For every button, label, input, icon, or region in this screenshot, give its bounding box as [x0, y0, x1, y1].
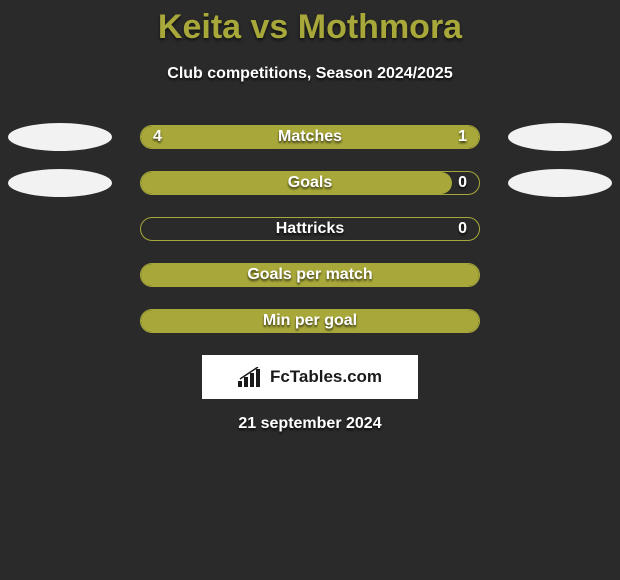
stat-bar: Hattricks 0 — [140, 217, 480, 241]
stat-row: Min per goal — [0, 309, 620, 333]
date-text: 21 september 2024 — [0, 415, 620, 433]
logo-box: FcTables.com — [202, 355, 418, 399]
stat-row: Goals 0 — [0, 171, 620, 195]
subtitle: Club competitions, Season 2024/2025 — [0, 65, 620, 83]
player-left-ellipse — [8, 123, 112, 151]
stat-label: Goals — [288, 174, 332, 192]
stat-row: Hattricks 0 — [0, 217, 620, 241]
stat-bar: Min per goal — [140, 309, 480, 333]
player-right-ellipse — [508, 123, 612, 151]
stat-left-value: 4 — [153, 128, 162, 146]
comparison-widget: Keita vs Mothmora Club competitions, Sea… — [0, 0, 620, 433]
stat-right-value: 0 — [458, 174, 467, 192]
player-left-ellipse — [8, 169, 112, 197]
player-right-ellipse — [508, 169, 612, 197]
stat-label: Matches — [278, 128, 342, 146]
bar-fill-right — [411, 126, 479, 148]
stat-row: Goals per match — [0, 263, 620, 287]
stat-label: Goals per match — [247, 266, 372, 284]
stat-bar: 4 Matches 1 — [140, 125, 480, 149]
stat-bar: Goals 0 — [140, 171, 480, 195]
stat-bar: Goals per match — [140, 263, 480, 287]
logo-text: FcTables.com — [270, 367, 382, 387]
stat-rows: 4 Matches 1 Goals 0 Hattricks 0 Goals per match… — [0, 125, 620, 333]
stat-row: 4 Matches 1 — [0, 125, 620, 149]
stat-label: Min per goal — [263, 312, 357, 330]
stat-right-value: 1 — [458, 128, 467, 146]
bars-icon — [238, 367, 264, 387]
stat-label: Hattricks — [276, 220, 344, 238]
stat-right-value: 0 — [458, 220, 467, 238]
page-title: Keita vs Mothmora — [0, 8, 620, 47]
bar-fill-left — [141, 126, 411, 148]
